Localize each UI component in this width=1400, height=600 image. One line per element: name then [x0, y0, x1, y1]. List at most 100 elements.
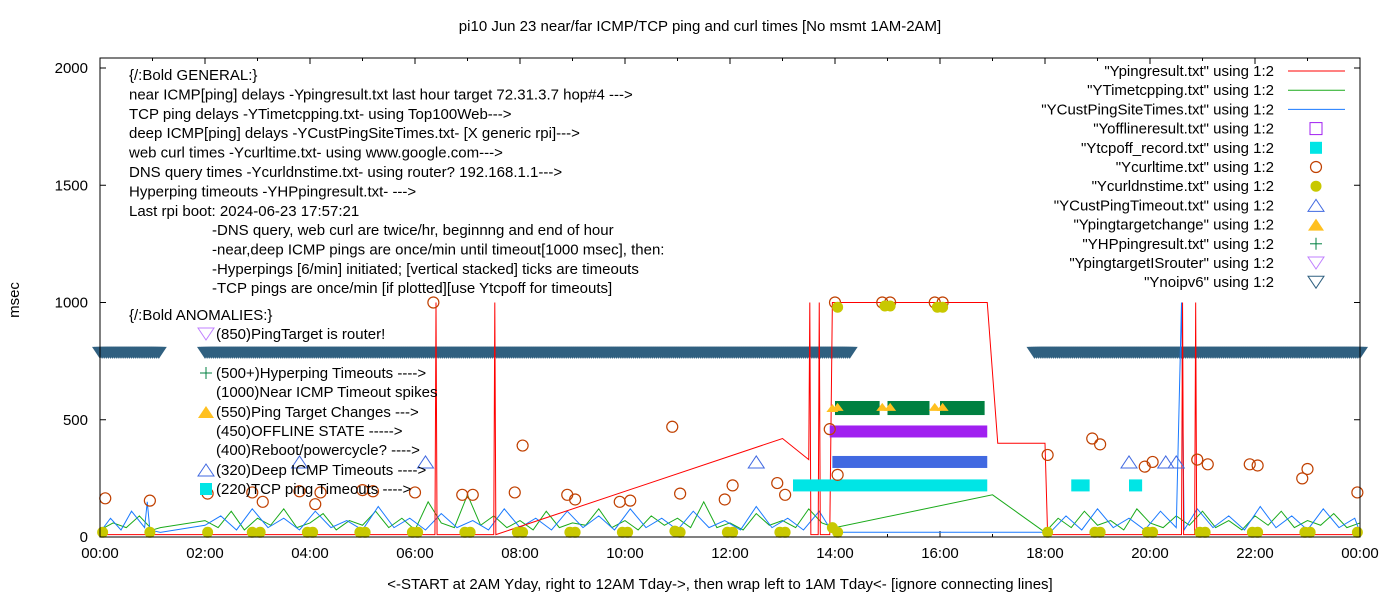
ycurldnstime-point — [727, 526, 739, 538]
general-annotation: DNS query times -Ycurldnstime.txt- using… — [129, 164, 562, 181]
ycurldnstime-point — [1147, 526, 1159, 538]
legend-label: "YCustPingSiteTimes.txt" using 1:2 — [1041, 101, 1274, 118]
ycurldnstime-point — [1094, 526, 1106, 538]
ycurltime-point — [1086, 432, 1099, 445]
yoffline-range — [829, 425, 988, 438]
ycurldnstime-point — [832, 526, 844, 538]
ypingtargetchange-point — [928, 402, 941, 411]
ycurldnstime-point — [1304, 526, 1316, 538]
ycustpingtimeout-point — [1167, 455, 1186, 469]
anomaly-annotation: (550)Ping Target Changes ---> — [216, 404, 419, 421]
x-tick-label: 02:00 — [186, 545, 224, 562]
ycurltime-point — [771, 476, 784, 490]
ycurldnstime-point — [622, 526, 634, 538]
ycurltime-point — [1251, 459, 1264, 472]
ycurldnstime-point — [359, 526, 371, 538]
legend-label: "YCustPingTimeout.txt" using 1:2 — [1054, 197, 1274, 214]
general-annotation: near ICMP[ping] delays -Ypingresult.txt … — [129, 86, 633, 103]
y-tick-label: 1000 — [55, 295, 88, 312]
anomaly-marker — [200, 483, 212, 495]
note-annotation: -Hyperpings [6/min] initiated; [vertical… — [212, 261, 639, 278]
ycurltime-point — [561, 488, 574, 501]
ycurltime-point — [1301, 462, 1314, 476]
ycurltime-point — [831, 468, 844, 481]
x-tick-label: 18:00 — [1026, 545, 1064, 562]
ycurldnstime-point — [832, 301, 844, 313]
ycustpingtimeout-point — [416, 455, 435, 469]
ycurltime-point — [666, 420, 679, 433]
ycurltime-point — [508, 486, 521, 499]
ypingtargetchange-point — [876, 402, 889, 411]
ycurltime-point — [1094, 438, 1107, 451]
ycurltime-point — [143, 494, 156, 507]
ycustpingtimeout-point — [747, 455, 766, 469]
x-tick-label: 16:00 — [921, 545, 959, 562]
y-axis-label: msec — [6, 282, 23, 318]
legend-label: "Ynoipv6" using 1:2 — [1144, 274, 1274, 291]
y-tick-label: 0 — [80, 529, 88, 546]
ycustpingtimeout-point — [290, 455, 309, 469]
x-axis-label: <-START at 2AM Yday, right to 12AM Tday-… — [387, 576, 1052, 593]
legend-marker — [1310, 237, 1322, 250]
x-tick-label: 06:00 — [396, 545, 434, 562]
legend-marker — [1307, 275, 1325, 290]
ycurltime-point — [427, 296, 440, 309]
ycurldnstime-point — [937, 301, 949, 313]
ycurltime-point — [779, 488, 792, 501]
general-annotation: Last rpi boot: 2024-06-23 17:57:21 — [129, 203, 359, 220]
ycurltime-point — [466, 488, 479, 501]
ycurltime-point — [1041, 448, 1054, 462]
ytcpoff-range — [1129, 479, 1143, 492]
general-annotation: Hyperping timeouts -YHPpingresult.txt- -… — [129, 183, 416, 200]
ycurldnstime-point — [246, 526, 258, 538]
legend-marker — [1308, 218, 1324, 231]
ycurldnstime-point — [464, 526, 476, 538]
ycurltime-point — [246, 486, 259, 499]
yhpping-range — [835, 400, 880, 416]
note-annotation: -DNS query, web curl are twice/hr, begin… — [212, 222, 614, 239]
ycurltime-point — [624, 494, 637, 507]
note-annotation: -TCP pings are once/min [if plotted][use… — [212, 280, 612, 297]
ycurltime-point — [613, 495, 626, 508]
ycurltime-point — [569, 493, 582, 506]
ycurldnstime-point — [1042, 526, 1054, 538]
plot-border — [99, 57, 1361, 538]
ycurltime-point — [1146, 455, 1159, 469]
ycurldnstime-point — [412, 526, 424, 538]
ycurltime-point — [823, 423, 836, 436]
ycurldnstime-point — [779, 526, 791, 538]
ycurldnstime-point — [202, 526, 214, 538]
ycurltime-point — [1296, 472, 1309, 485]
ycurldnstime-point — [307, 526, 319, 538]
ynoipv6-point — [841, 346, 858, 359]
ycurldnstime-point — [517, 526, 529, 538]
ycurldnstime-point — [144, 526, 156, 538]
ycurltime-point — [256, 495, 269, 508]
ypingtargetchange-point — [831, 402, 844, 411]
legend-marker — [1310, 141, 1322, 154]
ytcpoff-range — [793, 479, 988, 492]
general-annotation: deep ICMP[ping] delays -YCustPingSiteTim… — [129, 125, 580, 142]
ypingtargetchange-point — [936, 402, 949, 411]
legend-label: "YTimetcpping.txt" using 1:2 — [1087, 82, 1274, 99]
legend-label: "Ytcpoff_record.txt" using 1:2 — [1081, 140, 1274, 157]
ycurldnstime-point — [674, 526, 686, 538]
series-ytimetcpping-line — [99, 493, 1361, 533]
ypingtargetchange-point — [884, 402, 897, 411]
ycurldnstime-point — [884, 300, 896, 312]
ycurltime-point — [1191, 453, 1204, 466]
anomaly-marker — [197, 327, 215, 341]
legend-label: "Ycurldnstime.txt" using 1:2 — [1092, 178, 1274, 195]
ycurltime-point — [516, 439, 529, 452]
anomaly-annotation: (500+)Hyperping Timeouts ----> — [216, 365, 426, 382]
ycurltime-point — [1138, 460, 1151, 473]
x-tick-label: 00:00 — [1341, 545, 1379, 562]
anomaly-marker — [198, 406, 214, 418]
chart-title: pi10 Jun 23 near/far ICMP/TCP ping and c… — [459, 18, 941, 35]
anomalies-title: {/:Bold ANOMALIES:} — [129, 307, 272, 324]
anomaly-annotation: (220)TCP ping Timeouts ----> — [216, 481, 411, 498]
x-tick-label: 00:00 — [81, 545, 119, 562]
ycurltime-point — [1201, 458, 1214, 471]
ycurltime-point — [718, 493, 731, 506]
ycurldnstime-point — [97, 526, 109, 538]
